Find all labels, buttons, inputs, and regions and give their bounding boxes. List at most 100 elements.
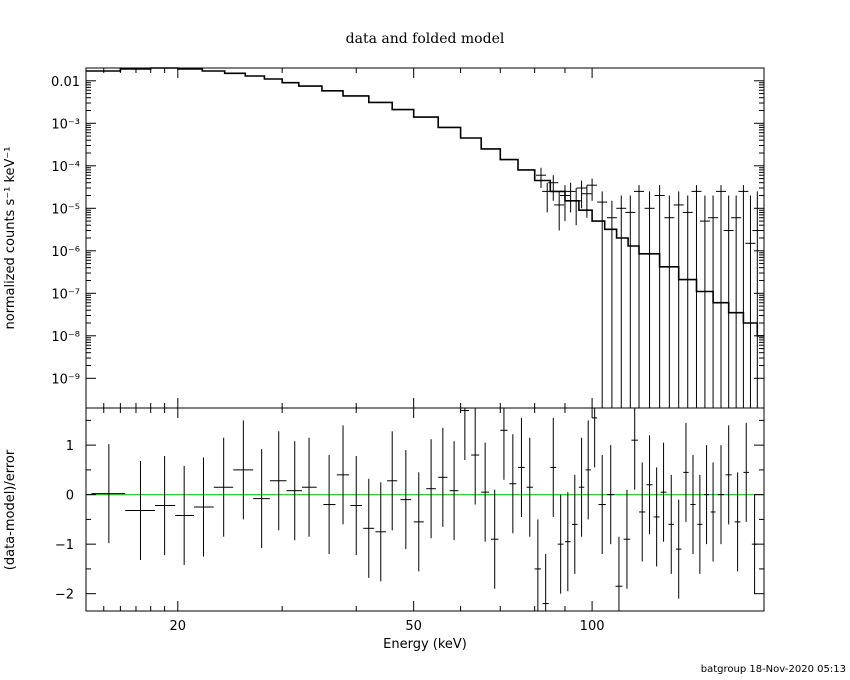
top-y-tick-label: 10⁻⁷ [51,287,80,302]
top-y-tick-label: 0.01 [51,75,80,90]
bottom-panel-y-ticks: 1 0 −1 −2 [55,419,764,603]
residual-point [592,408,598,468]
x-tick-label: 20 [170,619,187,634]
residual-point [175,465,195,565]
residual-point [743,422,750,522]
residual-point [363,478,375,578]
spectrum-data-point [576,180,587,209]
spectrum-data-point [606,200,617,408]
bottom-panel-x-ticks: 20 50 100 [85,408,605,634]
top-y-tick-label: 10⁻⁸ [51,330,80,345]
spectrum-data-point [536,167,547,189]
x-tick-label: 100 [580,619,605,634]
residual-point [734,472,741,572]
residual-point [426,439,436,539]
residual-point [623,489,631,589]
spectrum-data-point [715,185,726,408]
spectrum-data-point [682,195,693,408]
residual-point [336,425,350,525]
residual-point [350,456,362,556]
bottom-panel-y-label: (data-model)/error [3,449,18,570]
residual-point [438,427,448,527]
residual-point [194,457,214,557]
residual-point [518,417,525,517]
residual-point [683,422,689,522]
residual-point [233,420,254,520]
residual-point [286,441,302,541]
spectrum-data-point [691,185,702,408]
residual-point [460,408,470,460]
residual-point [542,554,549,611]
residual-point [675,499,682,599]
residual-point [668,474,675,574]
residual-point [615,536,623,611]
bottom-panel-frame [85,407,765,612]
top-y-tick-label: 10⁻⁵ [51,202,80,217]
top-y-tick-label: 10⁻⁶ [51,245,80,260]
residual-point [564,492,571,592]
residual-point [400,450,412,550]
residual-point [717,445,725,545]
residual-point [534,519,542,611]
residual-point [375,482,386,582]
residual-point [449,441,459,541]
residual-point [500,408,508,480]
x-tick-label: 50 [405,619,422,634]
spectrum-data-point [597,191,608,408]
residual-point [704,445,710,545]
residual-point [557,494,564,594]
bottom-y-tick-label: 0 [66,489,74,504]
residual-point [572,474,578,574]
residual-point [269,431,287,531]
residual-point [91,444,126,544]
spectrum-data-point [616,195,627,408]
residual-point [526,437,534,537]
bottom-y-tick-label: −1 [55,538,74,553]
x-axis-label: Energy (keV) [383,637,467,652]
residual-point [323,455,336,555]
residual-point [725,425,732,525]
spectrum-data-point [699,195,710,408]
top-y-tick-label: 10⁻³ [51,117,80,132]
top-panel-y-label: normalized counts s⁻¹ keV⁻¹ [3,147,18,330]
footer-stamp: batgroup 18-Nov-2020 05:13 [701,664,846,675]
spectrum-data-point [673,191,684,408]
top-y-tick-label: 10⁻⁹ [51,372,80,387]
spectrum-data-point [625,195,636,408]
residual-point [413,472,424,572]
top-y-tick-label: 10⁻⁴ [51,160,80,175]
residual-point [697,474,703,574]
spectrum-data-point [731,195,742,408]
residual-point [550,417,557,517]
residual-point [154,456,176,556]
residual-point [598,455,606,555]
spectrum-data-point [554,191,565,231]
residual-points [91,408,758,611]
residual-point [585,420,591,520]
residual-point [301,437,317,537]
spectrum-data-point [634,185,645,408]
residual-point [710,462,716,562]
residual-point [631,408,638,490]
spectrum-data-point [565,182,576,213]
spectrum-data-point [738,185,749,408]
spectrum-data-point [752,191,763,408]
residual-point [125,460,155,561]
residual-point [509,434,517,534]
top-panel-y-ticks: 0.01 10⁻³ 10⁻⁴ 10⁻⁵ 10⁻⁶ 10⁻⁷ 10⁻⁸ 10⁻⁹ [51,75,764,387]
residual-point [481,442,490,542]
bottom-y-tick-label: −2 [55,588,74,603]
residual-point [751,494,758,594]
spectrum-data-point [644,191,655,408]
residual-point [660,442,667,542]
spectrum-data-point [654,185,665,408]
residual-point [490,489,499,589]
spectrum-data-point [664,195,675,408]
chart-title: data and folded model [346,31,505,47]
residual-point [653,467,660,567]
spectrum-data-point [723,195,734,408]
bottom-panel-residuals: 1 0 −1 −2 20 50 100 (data-model)/error Energy… [3,407,765,652]
residual-point [646,435,653,535]
